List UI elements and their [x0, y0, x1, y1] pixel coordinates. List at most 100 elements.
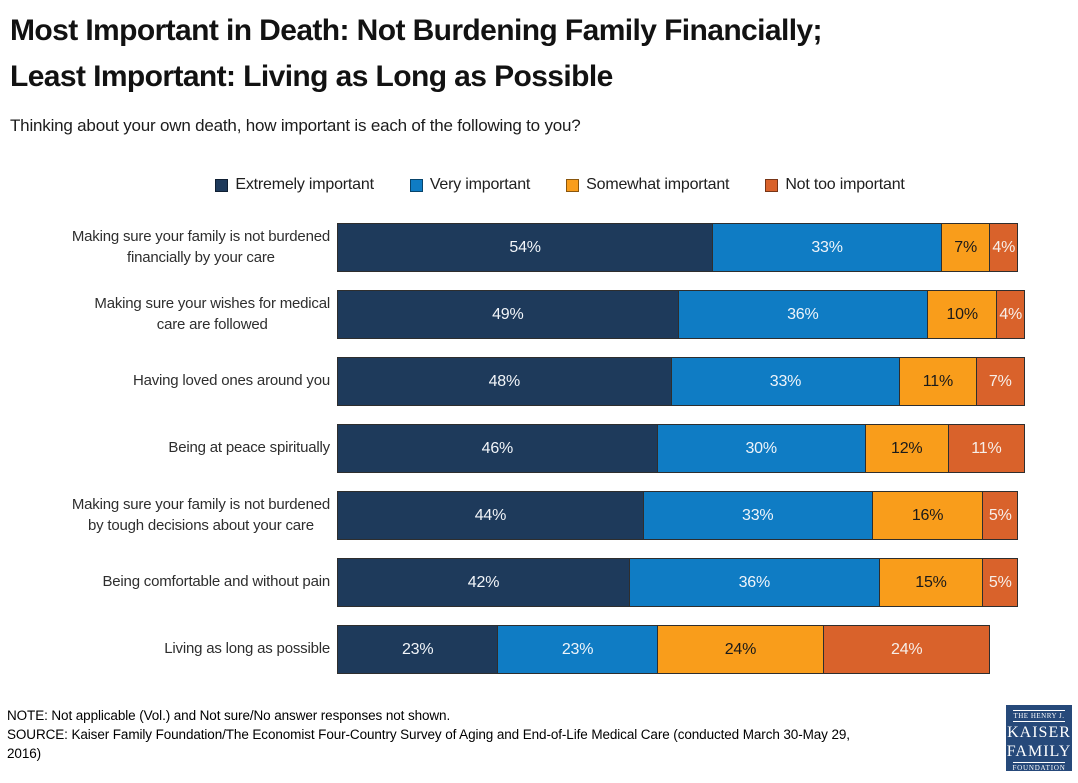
category-label-text: Living as long as possible [164, 640, 330, 658]
logo-divider [1013, 762, 1065, 763]
segment-value-label: 5% [988, 506, 1012, 524]
bar-segment: 10% [927, 291, 997, 338]
note-and-source-text: NOTE: Not applicable (Vol.) and Not sure… [7, 708, 850, 761]
segment-value-label: 24% [724, 640, 757, 658]
bar-track: 44% 33% 16% 5% [337, 491, 1019, 540]
segment-value-label: 30% [745, 439, 777, 457]
bar-segment: 46% [338, 425, 657, 472]
bar-segment: 7% [975, 358, 1025, 405]
legend-label: Not too important [785, 176, 905, 193]
bar-segment: 23% [338, 626, 498, 673]
bar-segment: 23% [497, 626, 657, 673]
logo-top-line: THE HENRY J. [1013, 710, 1065, 722]
segment-value-label: 7% [954, 238, 978, 256]
chart-row: Making sure your family is not burdened … [0, 223, 1078, 272]
legend-label: Somewhat important [586, 176, 730, 193]
bar-segment: 49% [338, 291, 678, 338]
bar-segment: 48% [338, 358, 671, 405]
legend: Extremely important Very important Somewha… [0, 176, 1078, 194]
legend-item-extremely-important: Extremely important [215, 176, 374, 194]
category-label: Making sure your wishes for medical care… [0, 294, 330, 335]
category-label-text: Making sure your wishes for medical care… [94, 295, 330, 333]
chart-rows: Making sure your family is not burdened … [0, 223, 1078, 674]
bar-segment: 33% [670, 358, 900, 405]
legend-item-not-too-important: Not too important [765, 176, 905, 194]
legend-swatch [765, 178, 779, 192]
segment-value-label: 10% [946, 305, 978, 323]
bar-segment: 4% [989, 224, 1018, 271]
bar-segment: 44% [338, 492, 643, 539]
bar-segment: 15% [878, 559, 983, 606]
bar-segment: 5% [982, 492, 1018, 539]
bar-segment: 30% [656, 425, 865, 472]
segment-value-label: 54% [509, 238, 541, 256]
segment-value-label: 49% [492, 305, 524, 323]
logo-foundation: FOUNDATION [1012, 764, 1066, 772]
segment-value-label: 7% [988, 372, 1012, 390]
kff-logo: THE HENRY J. KAISER FAMILY FOUNDATION [1006, 705, 1072, 772]
category-label-text: Being comfortable and without pain [102, 573, 330, 591]
bar-track: 54% 33% 7% 4% [337, 223, 1019, 272]
category-label-text: Having loved ones around you [132, 372, 330, 390]
bar-track: 46% 30% 12% 11% [337, 424, 1026, 473]
segment-value-label: 33% [769, 372, 802, 390]
chart-row: Being at peace spiritually 46% 30% 12% 11% [0, 424, 1078, 473]
category-label: Living as long as possible [0, 639, 330, 659]
bar-segment: 16% [871, 492, 983, 539]
bar-segment: 11% [899, 358, 976, 405]
bar-track: 48% 33% 11% 7% [337, 357, 1026, 406]
logo-kaiser: KAISER [1007, 724, 1071, 741]
chart-row: Making sure your family is not burdened … [0, 491, 1078, 540]
legend-label: Very important [429, 176, 531, 193]
bar-segment: 24% [656, 626, 824, 673]
segment-value-label: 33% [811, 238, 843, 256]
segment-value-label: 15% [915, 573, 947, 591]
segment-value-label: 36% [787, 305, 819, 323]
segment-value-label: 16% [911, 506, 944, 524]
segment-value-label: 5% [988, 573, 1012, 591]
category-label: Making sure your family is not burdened … [0, 495, 330, 536]
bar-segment: 4% [996, 291, 1025, 338]
bar-segment: 5% [982, 559, 1018, 606]
bar-segment: 11% [947, 425, 1025, 472]
legend-item-very-important: Very important [409, 176, 531, 194]
legend-item-somewhat-important: Somewhat important [566, 176, 730, 194]
segment-value-label: 46% [481, 439, 514, 457]
bar-segment: 24% [823, 626, 990, 673]
segment-value-label: 23% [401, 640, 434, 658]
segment-value-label: 44% [474, 506, 507, 524]
category-label: Being comfortable and without pain [0, 572, 330, 592]
legend-label: Extremely important [235, 176, 374, 193]
category-label-text: Making sure your family is not burdened … [71, 496, 330, 534]
bar-segment: 33% [712, 224, 941, 271]
segment-value-label: 48% [488, 372, 521, 390]
bar-segment: 36% [629, 559, 879, 606]
category-label-text: Making sure your family is not burdened … [71, 228, 330, 266]
chart-row: Being comfortable and without pain 42% 36%… [0, 558, 1078, 607]
segment-value-label: 11% [971, 439, 1002, 457]
segment-value-label: 33% [742, 506, 774, 524]
legend-swatch [409, 178, 423, 192]
segment-value-label: 23% [561, 640, 594, 658]
bar-segment: 12% [864, 425, 948, 472]
segment-value-label: 42% [467, 573, 500, 591]
bar-segment: 36% [677, 291, 928, 338]
segment-value-label: 36% [738, 573, 771, 591]
segment-value-label: 24% [891, 640, 923, 658]
bar-track: 42% 36% 15% 5% [337, 558, 1019, 607]
category-label: Having loved ones around you [0, 371, 330, 391]
bar-segment: 42% [338, 559, 630, 606]
chart-subtitle: Thinking about your own death, how impor… [10, 116, 581, 135]
chart-row: Living as long as possible 23% 23% 24% 24% [0, 625, 1078, 674]
segment-value-label: 4% [992, 238, 1016, 256]
category-label: Making sure your family is not burdened … [0, 227, 330, 268]
bar-track: 49% 36% 10% 4% [337, 290, 1026, 339]
legend-swatch [215, 178, 229, 192]
legend-swatch [566, 178, 580, 192]
segment-value-label: 4% [999, 305, 1023, 323]
category-label-text: Being at peace spiritually [168, 439, 330, 457]
page-title: Most Important in Death: Not Burdening F… [10, 14, 823, 93]
segment-value-label: 11% [922, 372, 954, 390]
segment-value-label: 12% [891, 439, 923, 457]
chart-row: Making sure your wishes for medical care… [0, 290, 1078, 339]
